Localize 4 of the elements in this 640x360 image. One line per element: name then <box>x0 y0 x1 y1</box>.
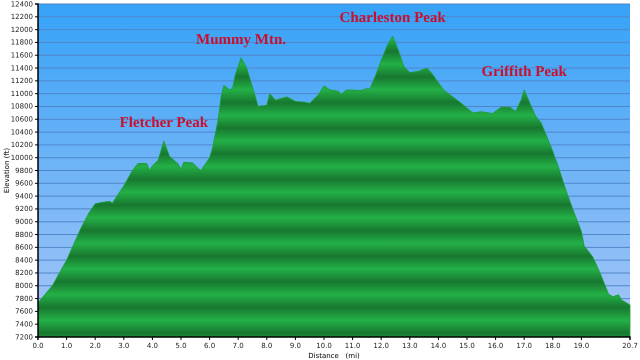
annotation: Fletcher Peak <box>120 115 209 132</box>
annotation: Griffith Peak <box>481 64 568 80</box>
annotation: Mummy Mtn. <box>196 32 286 48</box>
annotation: Charleston Peak <box>340 10 446 26</box>
